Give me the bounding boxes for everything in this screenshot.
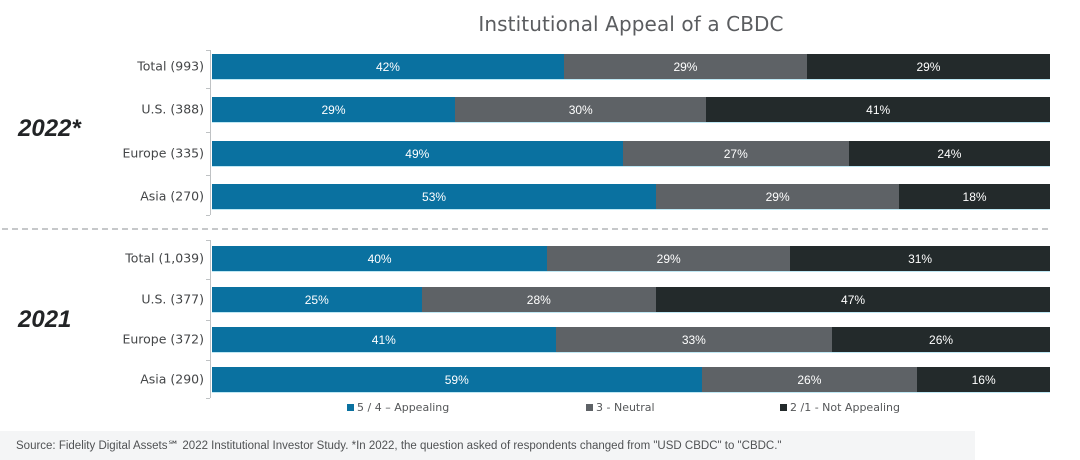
category-label: Total (1,039) <box>125 250 204 266</box>
legend-swatch-not-appealing <box>780 404 787 411</box>
stacked-bar: 53% 29% 18% <box>212 184 1050 210</box>
stacked-bar: 40% 29% 31% <box>212 246 1050 272</box>
category-axis-line <box>210 50 211 215</box>
stacked-bar: 59% 26% 16% <box>212 367 1050 393</box>
bar-segment-not-appealing: 31% <box>790 246 1050 271</box>
bar-segment-appealing: 49% <box>212 141 623 166</box>
axis-tick <box>206 360 210 361</box>
data-label: 26% <box>929 332 954 347</box>
axis-tick <box>206 132 210 133</box>
data-label: 47% <box>841 292 866 307</box>
data-label: 24% <box>937 146 962 161</box>
bar-segment-neutral: 26% <box>701 367 918 392</box>
bar-segment-appealing: 40% <box>212 246 548 271</box>
data-label: 53% <box>422 189 447 204</box>
bar-segment-neutral: 33% <box>555 327 833 352</box>
year-label: 2022* <box>18 115 81 142</box>
axis-tick <box>206 50 210 51</box>
bar-segment-neutral: 30% <box>455 97 707 122</box>
axis-tick <box>206 320 210 321</box>
source-note: Source: Fidelity Digital Assets℠ 2022 In… <box>16 440 782 452</box>
bar-segment-not-appealing: 29% <box>806 54 1050 79</box>
data-label: 25% <box>304 292 329 307</box>
axis-tick <box>206 240 210 241</box>
bar-segment-not-appealing: 26% <box>832 327 1050 352</box>
bar-segment-appealing: 25% <box>212 287 422 312</box>
category-label: Asia (290) <box>140 371 204 387</box>
axis-tick <box>206 279 210 280</box>
stacked-bar: 25% 28% 47% <box>212 287 1050 313</box>
data-label: 26% <box>797 372 822 387</box>
data-label: 16% <box>971 372 996 387</box>
data-label: 33% <box>681 332 706 347</box>
data-label: 42% <box>375 59 400 74</box>
bar-segment-not-appealing: 18% <box>899 184 1050 209</box>
category-axis-line <box>210 240 211 398</box>
bar-segment-neutral: 29% <box>656 184 900 209</box>
year-divider <box>2 228 1048 230</box>
legend-label-not-appealing: 2 /1 - Not Appealing <box>790 401 900 414</box>
data-label: 41% <box>371 332 396 347</box>
legend-label-appealing: 5 / 4 – Appealing <box>357 401 450 414</box>
bar-segment-neutral: 29% <box>563 54 807 79</box>
data-label: 28% <box>526 292 551 307</box>
bar-segment-neutral: 28% <box>421 287 657 312</box>
legend-swatch-appealing <box>347 404 354 411</box>
bar-segment-neutral: 27% <box>622 141 849 166</box>
axis-tick <box>206 398 210 399</box>
category-label: Asia (270) <box>140 188 204 204</box>
data-label: 18% <box>962 189 987 204</box>
year-label: 2021 <box>18 306 72 333</box>
source-footer: Source: Fidelity Digital Assets℠ 2022 In… <box>0 431 975 460</box>
data-label: 27% <box>723 146 748 161</box>
category-label: Total (993) <box>137 58 204 74</box>
legend-item-appealing: 5 / 4 – Appealing <box>347 401 449 414</box>
chart-title: Institutional Appeal of a CBDC <box>0 12 1080 36</box>
bar-segment-neutral: 29% <box>547 246 791 271</box>
bar-segment-appealing: 29% <box>212 97 456 122</box>
data-label: 29% <box>656 251 681 266</box>
axis-tick <box>206 175 210 176</box>
bar-segment-not-appealing: 47% <box>656 287 1050 312</box>
bar-segment-appealing: 53% <box>212 184 657 209</box>
category-label: Europe (335) <box>122 145 204 161</box>
data-label: 29% <box>765 189 790 204</box>
data-label: 40% <box>367 251 392 266</box>
legend-item-neutral: 3 - Neutral <box>586 401 655 414</box>
category-label: Europe (372) <box>122 331 204 347</box>
category-label: U.S. (388) <box>141 101 204 117</box>
axis-tick <box>206 88 210 89</box>
legend-swatch-neutral <box>586 404 593 411</box>
data-label: 29% <box>673 59 698 74</box>
data-label: 29% <box>321 102 346 117</box>
bar-segment-appealing: 41% <box>212 327 556 352</box>
bar-segment-appealing: 42% <box>212 54 564 79</box>
category-label: U.S. (377) <box>141 291 204 307</box>
chart-title-text: Institutional Appeal of a CBDC <box>478 12 784 36</box>
axis-tick <box>206 215 210 216</box>
data-label: 31% <box>908 251 933 266</box>
stacked-bar: 29% 30% 41% <box>212 97 1050 123</box>
data-label: 49% <box>405 146 430 161</box>
bar-segment-appealing: 59% <box>212 367 702 392</box>
data-label: 41% <box>866 102 891 117</box>
stacked-bar: 42% 29% 29% <box>212 54 1050 80</box>
bar-segment-not-appealing: 24% <box>848 141 1050 166</box>
data-label: 29% <box>916 59 941 74</box>
data-label: 30% <box>568 102 593 117</box>
legend-item-not-appealing: 2 /1 - Not Appealing <box>780 401 900 414</box>
legend-label-neutral: 3 - Neutral <box>596 401 655 414</box>
bar-segment-not-appealing: 41% <box>706 97 1050 122</box>
data-label: 59% <box>444 372 469 387</box>
stacked-bar: 49% 27% 24% <box>212 141 1050 167</box>
stacked-bar: 41% 33% 26% <box>212 327 1050 353</box>
bar-segment-not-appealing: 16% <box>917 367 1050 392</box>
